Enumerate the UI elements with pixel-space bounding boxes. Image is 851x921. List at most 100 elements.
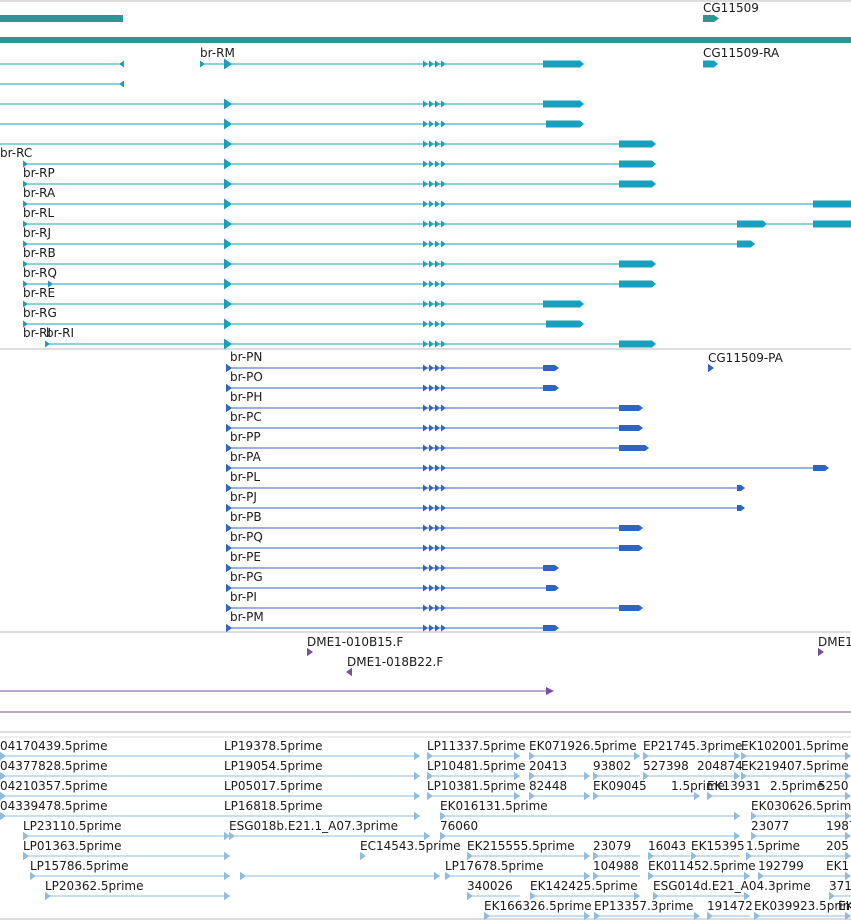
transcript-row[interactable]: br-RM — [0, 46, 584, 70]
est-alignment[interactable] — [0, 771, 420, 781]
transcript-row[interactable] — [23, 278, 656, 290]
est-feature[interactable]: EK15395 — [691, 839, 745, 853]
est-feature[interactable]: EK13931 — [707, 779, 761, 793]
est-feature[interactable]: 104988 — [593, 859, 639, 873]
est-feature[interactable]: EK219407.5prime — [741, 759, 849, 773]
transcript-row[interactable] — [23, 238, 755, 250]
est-alignment[interactable] — [653, 891, 750, 901]
protein-row[interactable]: CG11509-PA — [708, 351, 784, 373]
est-alignment[interactable] — [467, 851, 590, 861]
est-feature[interactable]: LP23110.5prime — [23, 819, 122, 833]
clone-track[interactable]: DME1-010B15.F DME1 DME1-018B22.F — [0, 635, 851, 695]
est-alignment[interactable] — [643, 771, 740, 781]
est-alignment[interactable] — [691, 851, 740, 861]
protein-row[interactable]: br-PJ — [226, 490, 745, 513]
exon-block[interactable] — [543, 60, 580, 68]
est-alignment[interactable] — [746, 851, 851, 861]
clone-row[interactable]: DME1-018B22.F — [346, 655, 443, 677]
gene-feature[interactable] — [0, 37, 851, 43]
est-alignment[interactable] — [593, 791, 700, 801]
protein-row[interactable]: br-PI — [226, 590, 643, 613]
est-alignment[interactable] — [648, 871, 750, 881]
exon-block[interactable] — [619, 545, 639, 551]
est-alignment[interactable] — [467, 891, 520, 901]
est-feature[interactable]: EK016131.5prime — [440, 799, 548, 813]
est-feature[interactable]: LP05017.5prime — [224, 779, 323, 793]
exon-block[interactable] — [619, 160, 652, 168]
protein-row[interactable]: br-PM — [226, 610, 559, 633]
est-feature[interactable]: 76060 — [440, 819, 478, 833]
est-alignment[interactable] — [754, 911, 851, 921]
est-alignment[interactable] — [240, 871, 440, 881]
est-alignment[interactable] — [751, 811, 851, 821]
exon-block[interactable] — [543, 100, 580, 108]
est-feature[interactable]: LP19378.5prime — [224, 739, 323, 753]
transcript-row[interactable] — [0, 118, 584, 130]
exon-block[interactable] — [619, 405, 639, 411]
gene-track[interactable]: CG11509 — [0, 1, 851, 43]
transcript-row[interactable] — [23, 198, 851, 210]
exon-block[interactable] — [619, 140, 652, 148]
est-feature[interactable]: 340026 — [467, 879, 513, 893]
est-feature[interactable]: 204874 — [697, 759, 743, 773]
protein-row[interactable]: br-PL — [226, 470, 745, 493]
est-feature[interactable]: 1987 — [826, 819, 851, 833]
est-alignment[interactable] — [45, 891, 230, 901]
est-alignment[interactable] — [440, 811, 740, 821]
est-feature[interactable]: 04170439.5prime — [0, 739, 107, 753]
exon-block[interactable] — [813, 200, 851, 208]
transcript-row[interactable] — [23, 318, 584, 330]
protein-row[interactable]: br-PP — [226, 430, 649, 453]
clone-row[interactable]: DME1 — [818, 635, 851, 657]
est-feature[interactable]: LP20362.5prime — [45, 879, 144, 893]
exon-block[interactable] — [737, 505, 741, 511]
est-feature[interactable]: 371 — [829, 879, 851, 893]
est-alignment[interactable] — [360, 851, 366, 861]
transcript-row[interactable] — [23, 178, 656, 190]
est-alignment[interactable] — [427, 751, 520, 761]
exon-block[interactable] — [619, 260, 652, 268]
est-feature[interactable]: 205 — [826, 839, 849, 853]
est-feature[interactable]: 23077 — [751, 819, 789, 833]
exon-block[interactable] — [813, 220, 851, 228]
est-feature[interactable]: EK102001.5prime — [741, 739, 849, 753]
est-feature[interactable]: EP13357.3prime — [594, 899, 693, 913]
est-feature[interactable]: EP21745.3prime — [643, 739, 742, 753]
protein-row[interactable]: br-PG — [226, 570, 559, 593]
transcript-row[interactable] — [23, 218, 851, 230]
exon-block[interactable] — [543, 365, 555, 371]
est-alignment[interactable] — [30, 871, 230, 881]
est-track[interactable]: 04170439.5prime LP19378.5prime LP11337.5pr… — [0, 739, 851, 921]
est-alignment[interactable] — [593, 771, 640, 781]
est-alignment[interactable] — [593, 871, 640, 881]
est-alignment[interactable] — [23, 851, 230, 861]
est-alignment[interactable] — [751, 831, 851, 841]
est-alignment[interactable] — [0, 811, 420, 821]
est-feature[interactable]: 20413 — [529, 759, 567, 773]
est-alignment[interactable] — [529, 791, 590, 801]
est-feature[interactable]: LP19054.5prime — [224, 759, 323, 773]
est-feature[interactable]: EK030626.5prime — [751, 799, 851, 813]
est-feature[interactable]: 04377828.5prime — [0, 759, 107, 773]
protein-row[interactable]: br-PE — [226, 550, 559, 573]
est-feature[interactable]: 04339478.5prime — [0, 799, 107, 813]
est-feature[interactable]: 527398 — [643, 759, 689, 773]
est-feature[interactable]: LP15786.5prime — [30, 859, 129, 873]
est-feature[interactable]: EK — [838, 899, 851, 913]
est-feature[interactable]: EK011452.5prime — [648, 859, 756, 873]
est-feature[interactable]: 2.5prime — [770, 779, 824, 793]
gene-feature-cg11509[interactable] — [703, 15, 714, 22]
est-feature[interactable]: 1.5prime — [746, 839, 800, 853]
est-alignment[interactable] — [530, 891, 640, 901]
protein-row[interactable]: br-PB — [226, 510, 643, 533]
exon-block[interactable] — [543, 385, 555, 391]
est-feature[interactable]: EK142425.5prime — [530, 879, 638, 893]
exon-block[interactable] — [703, 60, 714, 68]
protein-row[interactable]: br-PN — [226, 350, 559, 373]
est-feature[interactable]: EK215555.5prime — [467, 839, 575, 853]
est-alignment[interactable] — [427, 771, 520, 781]
exon-block[interactable] — [619, 340, 652, 348]
est-feature[interactable]: EK166326.5prime — [484, 899, 592, 913]
transcript-row[interactable] — [0, 98, 584, 110]
est-alignment[interactable] — [593, 851, 640, 861]
